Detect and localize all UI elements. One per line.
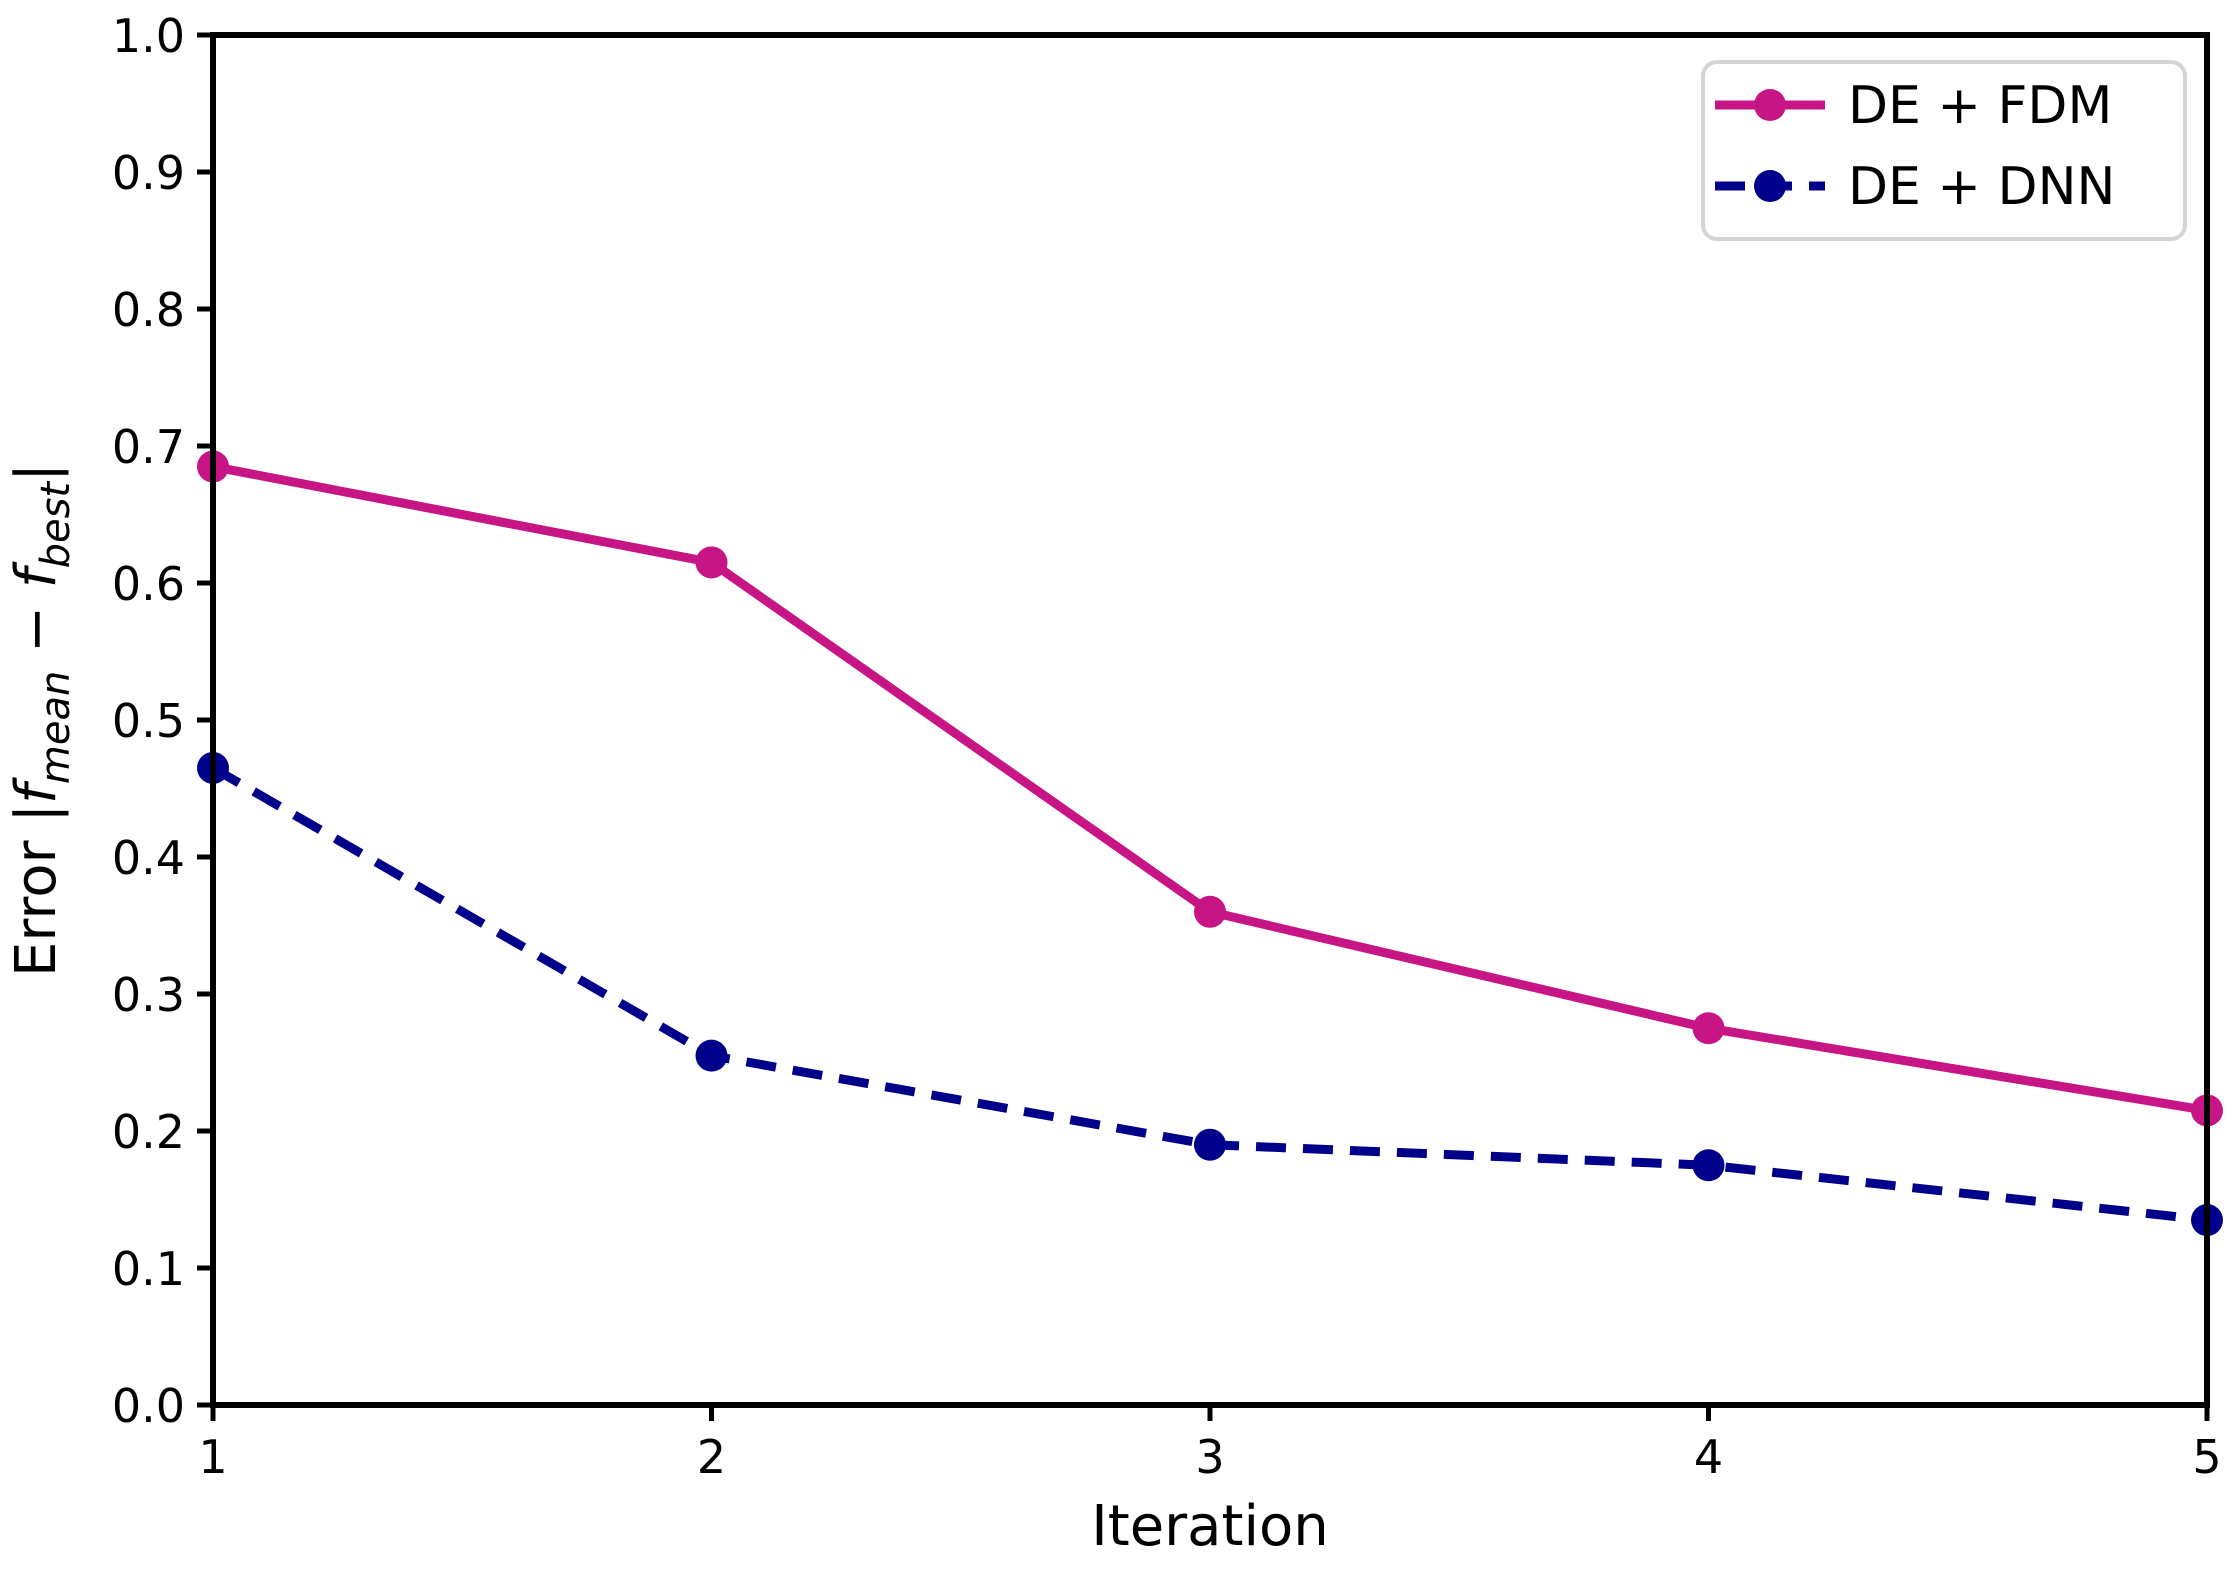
- x-axis: 1 2 3 4 5: [198, 1405, 2222, 1484]
- data-point-marker-de-fdm: [1692, 1012, 1725, 1045]
- series-de-dnn: [197, 751, 2223, 1237]
- y-tick-label: 0.4: [112, 831, 185, 885]
- data-point-marker-de-dnn: [695, 1039, 728, 1072]
- y-tick-label: 0.9: [112, 146, 185, 200]
- legend-entry-de-fdm: DE + FDM: [1715, 76, 2112, 136]
- data-point-marker-de-fdm: [1194, 895, 1226, 928]
- x-axis-label: Iteration: [1091, 1494, 1329, 1559]
- y-tick-label: 0.6: [112, 557, 185, 611]
- data-point-marker-de-fdm: [695, 546, 728, 579]
- x-tick-label: 1: [198, 1430, 227, 1484]
- y-tick-label: 0.7: [112, 420, 185, 474]
- x-tick-label: 5: [2192, 1430, 2221, 1484]
- y-tick-label: 0.5: [112, 694, 185, 748]
- x-tick-label: 4: [1694, 1430, 1723, 1484]
- data-point-marker-de-dnn: [1194, 1128, 1226, 1161]
- y-tick-label: 0.0: [112, 1379, 185, 1433]
- y-axis: 0.0 0.1 0.2 0.3 0.4 0.5 0.6 0.7 0.8 0.9 1.0: [112, 9, 213, 1433]
- legend-marker-de-fdm: [1754, 89, 1786, 121]
- y-tick-label: 1.0: [112, 9, 185, 63]
- x-tick-label: 3: [1195, 1430, 1224, 1484]
- legend-label-de-fdm: DE + FDM: [1848, 76, 2112, 136]
- legend-label-de-dnn: DE + DNN: [1848, 157, 2115, 217]
- legend: DE + FDM DE + DNN: [1701, 60, 2187, 241]
- data-point-marker-de-dnn: [1692, 1149, 1725, 1182]
- x-tick-label: 2: [697, 1430, 726, 1484]
- y-tick-label: 0.8: [112, 283, 185, 337]
- y-tick-label: 0.1: [112, 1242, 185, 1296]
- y-tick-label: 0.3: [112, 968, 185, 1022]
- legend-marker-de-dnn: [1754, 170, 1786, 202]
- plot-border: [210, 32, 2210, 1408]
- y-tick-label: 0.2: [112, 1105, 185, 1159]
- legend-entry-de-dnn: DE + DNN: [1715, 157, 2115, 217]
- series-de-fdm: [197, 450, 2223, 1127]
